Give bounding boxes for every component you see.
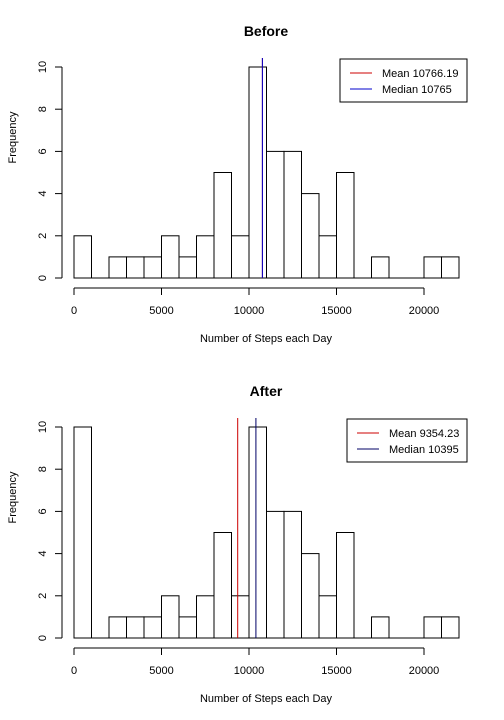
histogram-bar (301, 553, 320, 639)
legend: Mean 9354.23 Median 10395 (346, 418, 468, 463)
chart-title: Before (244, 23, 289, 39)
histogram-bar (248, 66, 267, 279)
x-tick-label: 0 (71, 665, 77, 677)
legend-box (339, 58, 468, 103)
x-axis-label: Number of Steps each Day (200, 333, 333, 345)
y-tick-label: 2 (37, 593, 49, 599)
y-axis-label: Frequency (7, 111, 19, 163)
legend-box (346, 418, 468, 463)
histogram-bar (161, 595, 180, 639)
x-tick-label: 10000 (234, 665, 265, 677)
histogram-bar (196, 595, 215, 639)
legend-entry: Median 10765 (382, 84, 452, 96)
histogram-bar (423, 256, 442, 279)
histogram-bar (441, 256, 460, 279)
legend-entry: Median 10395 (389, 444, 459, 456)
histogram-bar (318, 235, 337, 279)
histogram-bar (213, 172, 232, 279)
histogram-bar (371, 256, 390, 279)
histogram-bar (143, 616, 162, 639)
histogram-panel-before: Before 0 5000 10000 15000 20000 Number of Step… (7, 23, 468, 345)
x-tick-label: 15000 (321, 665, 352, 677)
legend: Mean 10766.19 Median 10765 (339, 58, 468, 103)
histogram-bar (196, 235, 215, 279)
histogram-bar (231, 235, 250, 279)
histogram-bar (266, 150, 285, 279)
y-tick-label: 4 (37, 191, 49, 197)
histogram-bar (301, 193, 320, 279)
x-tick-label: 20000 (409, 665, 440, 677)
y-tick-label: 8 (37, 106, 49, 112)
histogram-panel-after: After 0 5000 10000 15000 20000 Number of Steps… (7, 383, 468, 705)
y-tick-label: 2 (37, 233, 49, 239)
x-tick-label: 10000 (234, 305, 265, 317)
histogram-bar (73, 235, 92, 279)
y-tick-label: 8 (37, 466, 49, 472)
y-tick-label: 10 (37, 61, 49, 73)
x-tick-label: 0 (71, 305, 77, 317)
histogram-bar (266, 510, 285, 639)
y-axis-label: Frequency (7, 471, 19, 523)
histogram-bar (371, 616, 390, 639)
histogram-bar (126, 616, 145, 639)
histogram-bar (108, 616, 127, 639)
histogram-bar (143, 256, 162, 279)
histogram-bar (336, 532, 355, 639)
x-tick-label: 15000 (321, 305, 352, 317)
histogram-bar (423, 616, 442, 639)
y-tick-label: 4 (37, 551, 49, 557)
histogram-bar (231, 595, 250, 639)
histogram-bar (283, 150, 302, 279)
chart-title: After (250, 383, 283, 399)
x-tick-label: 5000 (149, 665, 173, 677)
x-tick-label: 20000 (409, 305, 440, 317)
histogram-bar (441, 616, 460, 639)
y-tick-label: 10 (37, 421, 49, 433)
histogram-bar (213, 532, 232, 639)
legend-entry: Mean 9354.23 (389, 428, 459, 440)
histogram-bar (283, 510, 302, 639)
legend-entry: Mean 10766.19 (382, 68, 458, 80)
histogram-bar (318, 595, 337, 639)
y-tick-label: 6 (37, 148, 49, 154)
histogram-bar (126, 256, 145, 279)
x-axis-label: Number of Steps each Day (200, 693, 333, 705)
x-tick-label: 5000 (149, 305, 173, 317)
histogram-bar (73, 426, 92, 639)
histogram-bar (178, 616, 197, 639)
y-tick-label: 0 (37, 635, 49, 641)
histogram-bar (108, 256, 127, 279)
histogram-bar (248, 426, 267, 639)
histogram-bar (161, 235, 180, 279)
histogram-bar (178, 256, 197, 279)
histogram-bar (336, 172, 355, 279)
y-tick-label: 6 (37, 508, 49, 514)
y-tick-label: 0 (37, 275, 49, 281)
